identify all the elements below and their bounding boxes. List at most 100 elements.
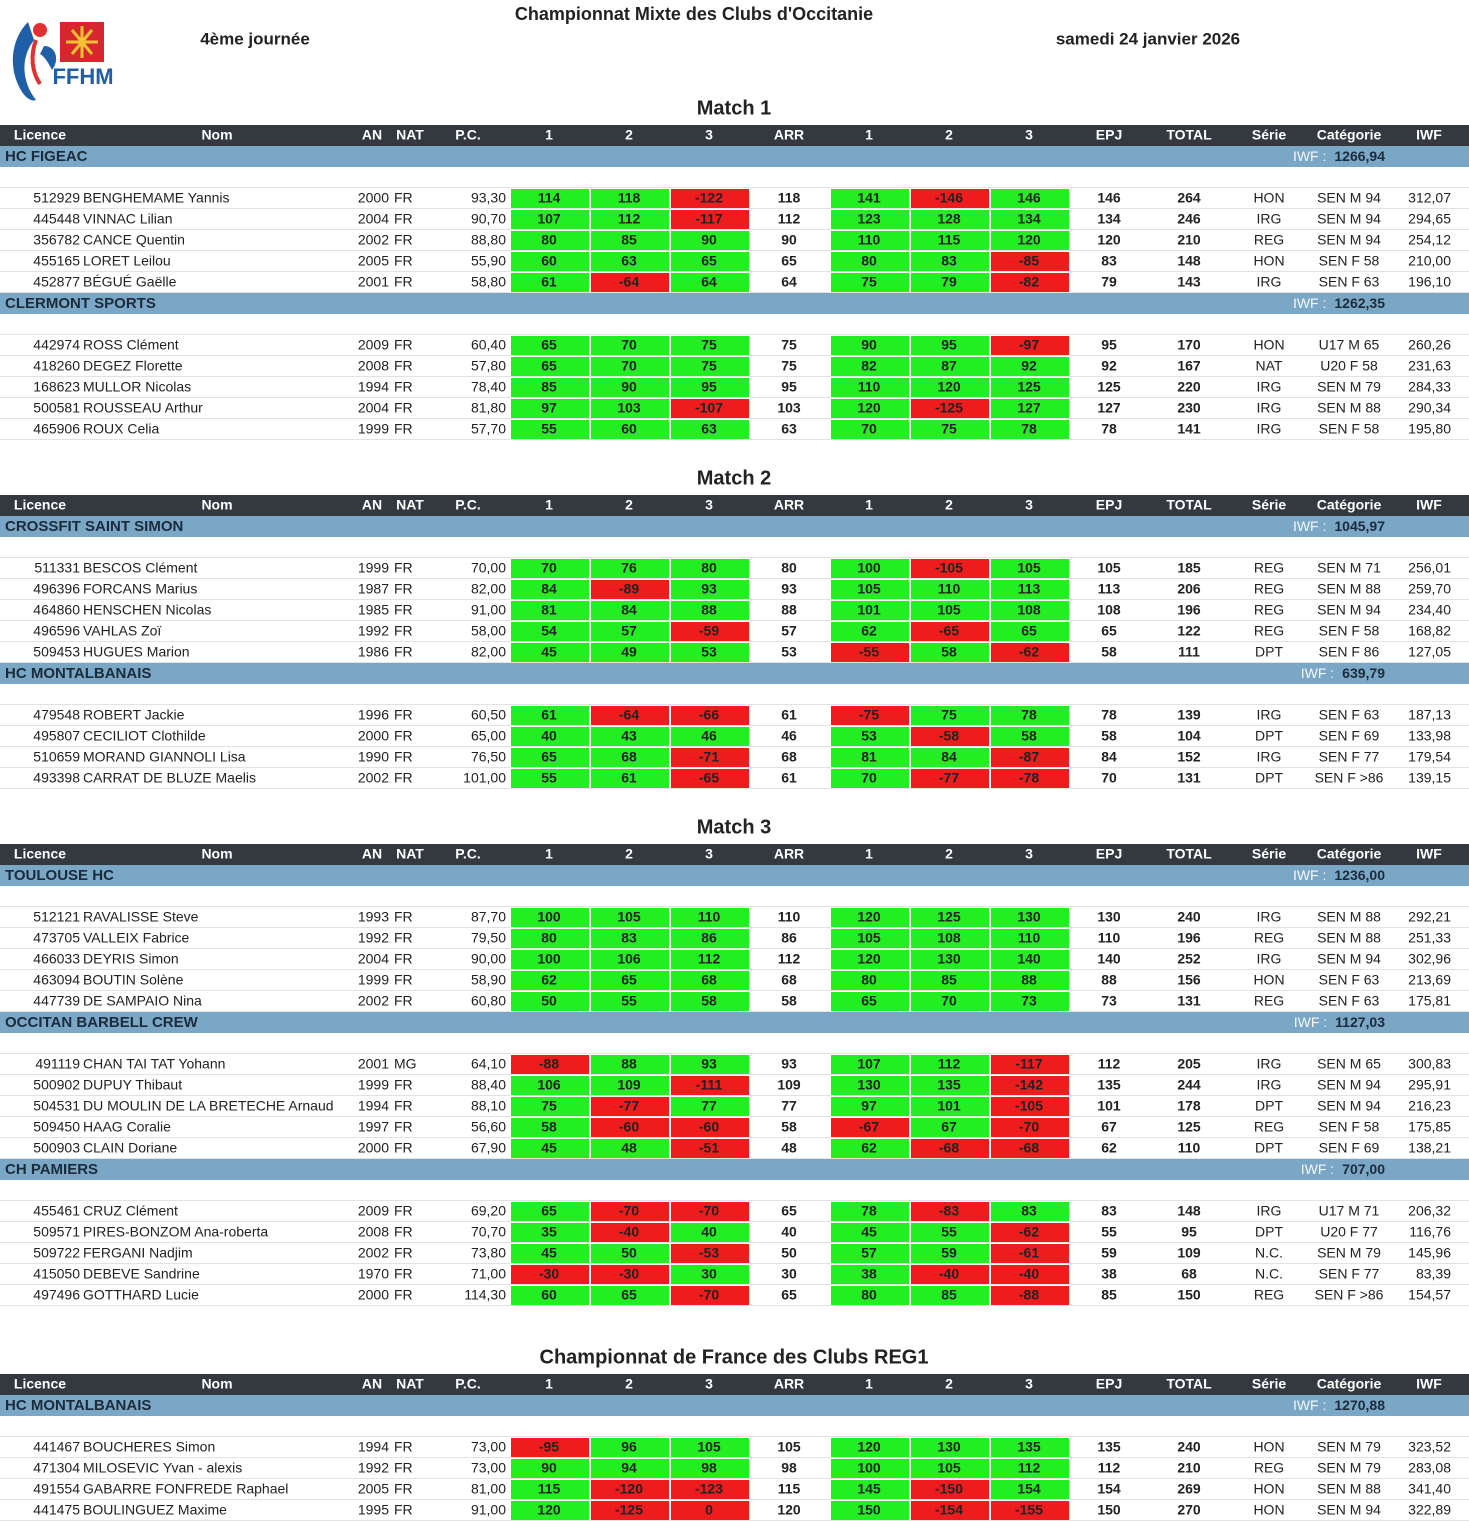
cell: SEN M 88: [1317, 1481, 1381, 1497]
cell: 80: [861, 972, 877, 988]
failed-lift: [991, 273, 1069, 292]
failed-lift: [911, 1501, 989, 1520]
column-header: ARR: [774, 127, 804, 143]
column-header: 1: [545, 497, 553, 513]
good-lift: [591, 1459, 669, 1478]
good-lift: [591, 971, 669, 990]
good-lift: [511, 273, 589, 292]
cell: 95: [781, 379, 797, 395]
cell: 70: [541, 560, 557, 576]
column-header: Série: [1252, 1376, 1286, 1392]
good-lift: [911, 908, 989, 927]
cell: NAT: [1256, 358, 1283, 374]
cell: 206: [1177, 581, 1201, 597]
column-header: 1: [865, 497, 873, 513]
good-lift: [831, 1202, 909, 1221]
column-header: NAT: [396, 497, 424, 513]
cell: DU MOULIN DE LA BRETECHE Arnaud: [83, 1098, 334, 1114]
cell: 101,00: [463, 770, 506, 786]
cell: 105: [857, 581, 881, 597]
cell: 90: [621, 379, 637, 395]
failed-lift: [911, 1480, 989, 1499]
cell: 45: [861, 1224, 877, 1240]
iwf-value: 1262,35: [1334, 295, 1385, 311]
good-lift: [511, 1139, 589, 1158]
good-lift: [991, 559, 1069, 578]
good-lift: [591, 399, 669, 418]
cell: 88: [701, 602, 717, 618]
cell: 120: [857, 1439, 881, 1455]
cell: 496396: [33, 581, 80, 597]
cell: 83: [1021, 1203, 1037, 1219]
good-lift: [831, 378, 909, 397]
failed-lift: [991, 1244, 1069, 1263]
cell: 500902: [33, 1077, 80, 1093]
cell: GABARRE FONFREDE Raphael: [83, 1481, 288, 1497]
cell: 63: [621, 253, 637, 269]
cell: 70: [621, 358, 637, 374]
cell: -65: [699, 770, 719, 786]
cell: N.C.: [1255, 1245, 1283, 1261]
team-iwf: IWF : 707,00: [1301, 1161, 1385, 1177]
cell: -60: [619, 1119, 639, 1135]
cell: 65: [541, 1203, 557, 1219]
failed-lift: [671, 1286, 749, 1305]
cell: SEN M 88: [1317, 581, 1381, 597]
cell: FR: [394, 930, 413, 946]
good-lift: [831, 231, 909, 250]
cell: 491554: [33, 1481, 80, 1497]
cell: IRG: [1257, 400, 1282, 416]
good-lift: [911, 357, 989, 376]
column-header: Catégorie: [1317, 497, 1382, 513]
good-lift: [511, 706, 589, 725]
cell: 65: [781, 1287, 797, 1303]
cell: ROSS Clément: [83, 337, 179, 353]
good-lift: [511, 252, 589, 271]
cell: 103: [777, 400, 801, 416]
cell: 80: [861, 253, 877, 269]
cell: MG: [394, 1056, 417, 1072]
cell: 120: [937, 379, 961, 395]
failed-lift: [911, 769, 989, 788]
cell: 109: [777, 1077, 801, 1093]
cell: 84: [1101, 749, 1117, 765]
cell: 30: [781, 1266, 797, 1282]
failed-lift: [591, 1118, 669, 1137]
failed-lift: [671, 1480, 749, 1499]
cell: 88: [781, 602, 797, 618]
cell: 195,80: [1408, 421, 1451, 437]
iwf-value: 707,00: [1342, 1161, 1385, 1177]
cell: 82,00: [471, 581, 506, 597]
cell: 418260: [33, 358, 80, 374]
column-header: AN: [362, 497, 382, 513]
column-header: Série: [1252, 497, 1286, 513]
cell: MULLOR Nicolas: [83, 379, 191, 395]
cell: LORET Leilou: [83, 253, 171, 269]
cell: VINNAC Lilian: [83, 211, 172, 227]
cell: VALLEIX Fabrice: [83, 930, 190, 946]
good-lift: [911, 210, 989, 229]
failed-lift: [991, 1286, 1069, 1305]
cell: 78: [1101, 707, 1117, 723]
cell: 103: [617, 400, 641, 416]
column-header: NAT: [396, 127, 424, 143]
column-header: Nom: [201, 127, 232, 143]
cell: 175,85: [1408, 1119, 1451, 1135]
cell: U17 M 71: [1319, 1203, 1380, 1219]
logo: FFHM: [12, 22, 114, 101]
cell: 170: [1177, 337, 1201, 353]
good-lift: [991, 189, 1069, 208]
cell: FR: [394, 909, 413, 925]
cell: 312,07: [1408, 190, 1451, 206]
cell: 75: [781, 358, 797, 374]
cell: SEN F 77: [1319, 1266, 1380, 1282]
cell: 108: [1017, 602, 1041, 618]
good-lift: [591, 420, 669, 439]
cell: SEN F >86: [1315, 770, 1384, 786]
good-lift: [511, 727, 589, 746]
column-header: 3: [705, 497, 713, 513]
cell: 500903: [33, 1140, 80, 1156]
cell: 2004: [358, 211, 389, 227]
cell: 127: [1097, 400, 1121, 416]
cell: 1995: [358, 1502, 389, 1518]
